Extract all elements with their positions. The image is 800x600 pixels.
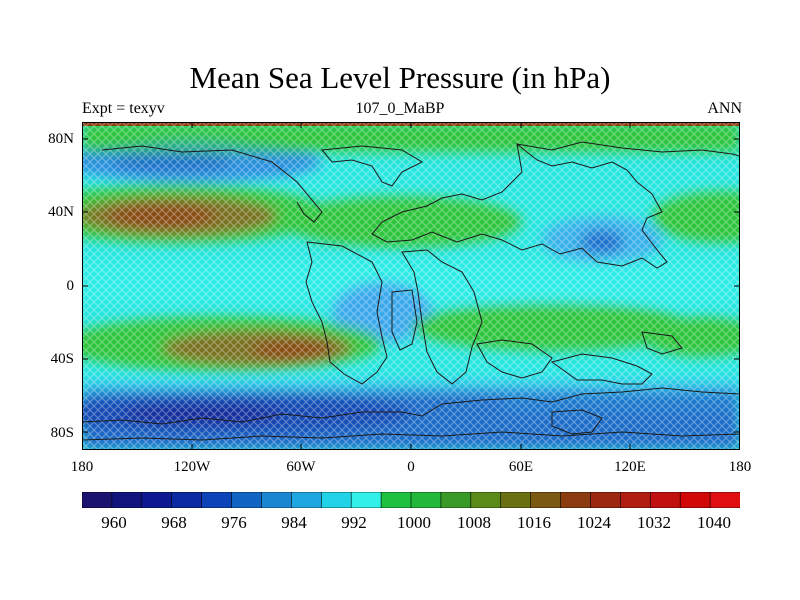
colorbar-label-984: 984 [281,513,307,532]
colorbar-swatch [440,492,472,508]
colorbar-label-968: 968 [161,513,187,532]
colorbar-swatch [709,492,740,508]
colorbar-label-1016: 1016 [517,513,551,532]
colorbar-swatch [350,492,382,508]
colorbar-label-1032: 1032 [637,513,671,532]
experiment-label: Expt = texyv [82,100,165,117]
colorbar-swatch [470,492,502,508]
colorbar-swatch [679,492,711,508]
colorbar-swatch [590,492,622,508]
colorbar-swatch [620,492,652,508]
colorbar-swatch [560,492,592,508]
colorbar-label-1024: 1024 [577,513,611,532]
map-ticks [82,122,740,450]
colorbar-swatch [111,492,143,508]
colorbar-label-1040: 1040 [697,513,731,532]
lat-label-equator: 0 [66,278,75,294]
lon-label-60w: 60W [286,459,316,475]
colorbar-swatch [82,492,113,508]
lon-label-60e: 60E [508,459,534,475]
colorbar-label-1000: 1000 [397,513,431,532]
coastlines [82,141,740,441]
pressure-map [82,122,740,450]
colorbar [82,492,740,508]
colorbar-swatch [171,492,203,508]
lat-label-80n: 80N [48,131,74,147]
colorbar-swatch [261,492,293,508]
lon-label-120w: 120W [173,459,211,475]
lat-label-80s: 80S [50,425,74,441]
lat-label-40s: 40S [50,351,74,367]
colorbar-label-976: 976 [221,513,247,532]
season-label: ANN [707,100,742,117]
colorbar-label-1008: 1008 [457,513,491,532]
colorbar-swatch [530,492,562,508]
lon-label-0: 0 [407,459,415,475]
lat-label-40n: 40N [48,204,74,220]
colorbar-label-960: 960 [101,513,127,532]
colorbar-swatch [410,492,442,508]
colorbar-swatch [291,492,323,508]
hatch-overlay [82,122,740,450]
lon-label-180e: 180 [728,459,752,475]
colorbar-swatch [500,492,532,508]
colorbar-swatch [141,492,173,508]
colorbar-label-992: 992 [341,513,367,532]
colorbar-swatch [231,492,263,508]
time-period-label: 107_0_MaBP [355,100,445,117]
plot-title: Mean Sea Level Pressure (in hPa) [189,60,611,95]
colorbar-swatch [380,492,412,508]
lon-label-180w: 180 [70,459,94,475]
colorbar-swatch [320,492,352,508]
lon-label-120e: 120E [614,459,646,475]
colorbar-swatch [649,492,681,508]
colorbar-swatch [201,492,233,508]
